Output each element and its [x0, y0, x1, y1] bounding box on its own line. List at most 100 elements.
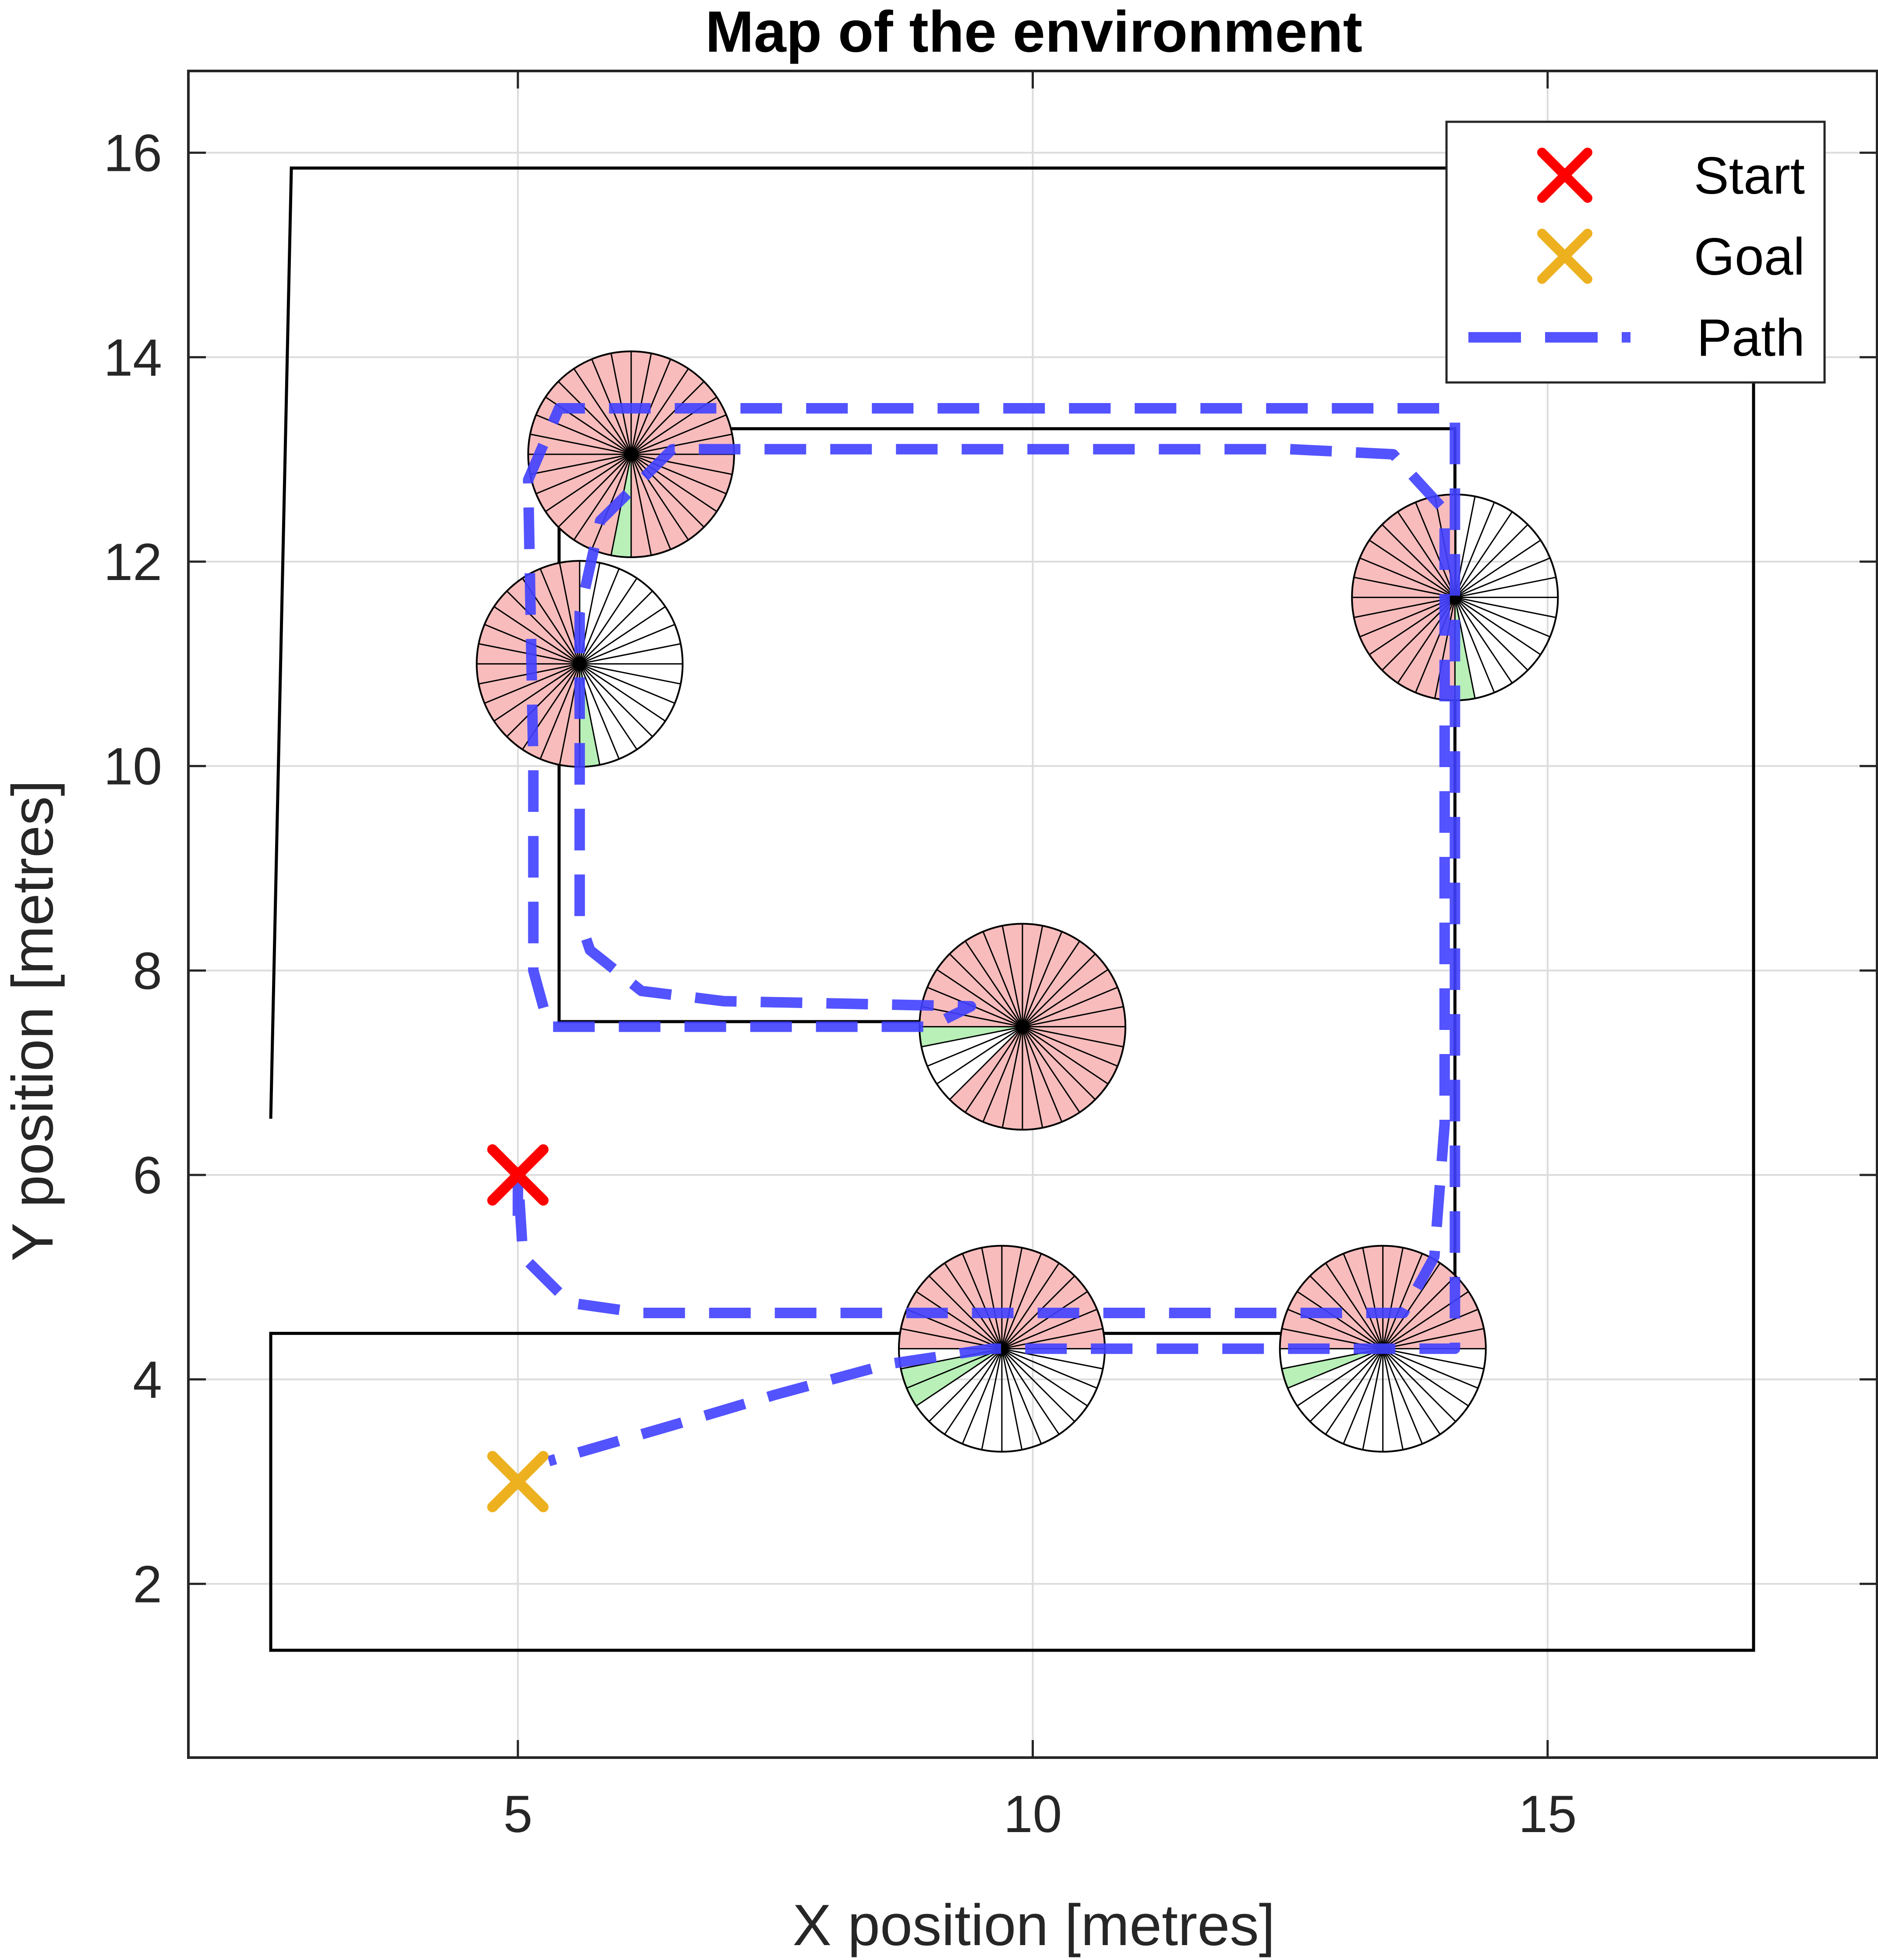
y-tick-label: 12: [104, 533, 162, 591]
sensor-sector: [1022, 931, 1080, 1027]
sensor-ray: [506, 591, 580, 665]
sensor-ray: [962, 1253, 1003, 1349]
sensor-ray: [1382, 1275, 1456, 1349]
sensor-sector: [1382, 512, 1455, 598]
sensor-ray: [944, 1263, 1003, 1349]
sensor-ray: [927, 1026, 1023, 1067]
sensor-sector: [929, 1263, 1002, 1349]
sensor-ray: [579, 663, 675, 704]
sensor-ray: [1001, 1348, 1060, 1435]
sensor-ray: [579, 663, 681, 685]
sensor-sector: [545, 381, 631, 454]
robot-pose: [918, 923, 1127, 1131]
y-tick-label: 8: [133, 941, 162, 1000]
sensor-ray: [1382, 1348, 1404, 1450]
sensor-ray: [928, 1275, 1003, 1349]
sensor-sector: [485, 664, 580, 721]
sensor-ray: [1383, 1348, 1484, 1369]
sensor-ray: [1022, 1006, 1124, 1028]
sensor-sector: [574, 454, 631, 550]
sensor-ray: [631, 433, 732, 455]
sensor-ray: [1454, 502, 1495, 598]
sensor-ray: [1362, 1348, 1384, 1450]
sensor-ray: [545, 453, 632, 512]
sensor-ray: [1297, 1291, 1383, 1349]
sensor-ray: [1309, 1348, 1383, 1422]
y-tick-label: 10: [104, 737, 162, 796]
sensor-ray: [1382, 1348, 1469, 1407]
sensor-ray: [1454, 557, 1550, 598]
legend-marker: [1537, 148, 1592, 203]
sensor-ray: [536, 453, 632, 495]
sensor-ray: [493, 663, 580, 722]
sensor-sector: [1326, 1253, 1383, 1349]
sensor-sector: [1001, 1291, 1097, 1349]
path: [513, 403, 1461, 1466]
sensor-ray: [579, 606, 666, 665]
y-tick-label: 2: [133, 1555, 162, 1613]
sensor-sector: [1022, 941, 1096, 1027]
sensor-ray: [1454, 597, 1528, 671]
x-axis-label: X position [metres]: [792, 1893, 1275, 1958]
sensor-ray: [630, 381, 705, 455]
sensor-ray: [921, 1026, 1023, 1047]
sensor-ray: [631, 453, 727, 495]
sensor-ray: [936, 969, 1023, 1027]
sensor-sector: [1369, 524, 1455, 598]
sensor-sector: [558, 368, 631, 454]
sensor-ray: [1022, 1026, 1096, 1100]
sensor-ray: [1022, 953, 1096, 1027]
sensor-sector: [1310, 1263, 1383, 1349]
sensor-ray: [484, 663, 580, 704]
sensor-sector: [631, 381, 717, 454]
sensor-ray: [949, 1026, 1023, 1100]
start-goal-markers: [487, 1144, 549, 1512]
legend-label: Path: [1697, 308, 1805, 367]
sensor-ray: [1415, 502, 1456, 598]
sensor-ray: [1454, 511, 1513, 598]
sensor-ray: [1325, 1348, 1383, 1435]
sensor-ray: [1454, 597, 1495, 693]
robot-sensor-scans: [476, 350, 1559, 1453]
sensor-sector: [1360, 597, 1455, 655]
legend-entry-start: Start: [1537, 146, 1805, 205]
sensor-ray: [1343, 1348, 1384, 1444]
sensor-ray: [1382, 1348, 1423, 1444]
sensor-ray: [558, 381, 632, 455]
y-axis-label: Y position [metres]: [0, 780, 65, 1261]
sensor-ray: [1383, 1348, 1478, 1389]
sensor-ray: [981, 1247, 1003, 1349]
sensor-sector: [507, 578, 580, 664]
sensor-ray: [558, 453, 632, 528]
sensor-ray: [1382, 1348, 1441, 1435]
sensor-ray: [579, 643, 681, 665]
sensor-ray: [579, 663, 638, 750]
sensor-ray: [981, 1348, 1003, 1450]
sensor-ray: [631, 453, 732, 475]
sensor-ray: [1383, 1328, 1484, 1350]
path-line: [513, 403, 1461, 1466]
sensor-ray: [921, 1006, 1023, 1028]
x-tick-label: 5: [503, 1785, 533, 1843]
sensor-sector: [965, 931, 1022, 1027]
sensor-ray: [1022, 987, 1118, 1028]
sensor-ray: [573, 454, 632, 541]
goal-marker: [487, 1451, 549, 1512]
sensor-sector: [1369, 597, 1455, 670]
sensor-ray: [1001, 1253, 1042, 1349]
sensor-sector: [485, 606, 580, 664]
sensor-ray: [1369, 539, 1456, 598]
sensor-ray: [982, 1026, 1023, 1122]
sensor-ray: [1022, 925, 1043, 1027]
sensor-sector: [927, 969, 1022, 1027]
sensor-sector: [937, 954, 1022, 1027]
sensor-ray: [1001, 1348, 1097, 1389]
sensor-ray: [1001, 1291, 1088, 1349]
sensor-sector: [494, 664, 580, 737]
y-tick-label: 14: [104, 328, 162, 387]
legend-label: Start: [1694, 146, 1805, 205]
sensor-ray: [1325, 1263, 1383, 1349]
sensor-ray: [1001, 1309, 1097, 1350]
sensor-sector: [536, 454, 631, 512]
sensor-ray: [1001, 1247, 1023, 1349]
